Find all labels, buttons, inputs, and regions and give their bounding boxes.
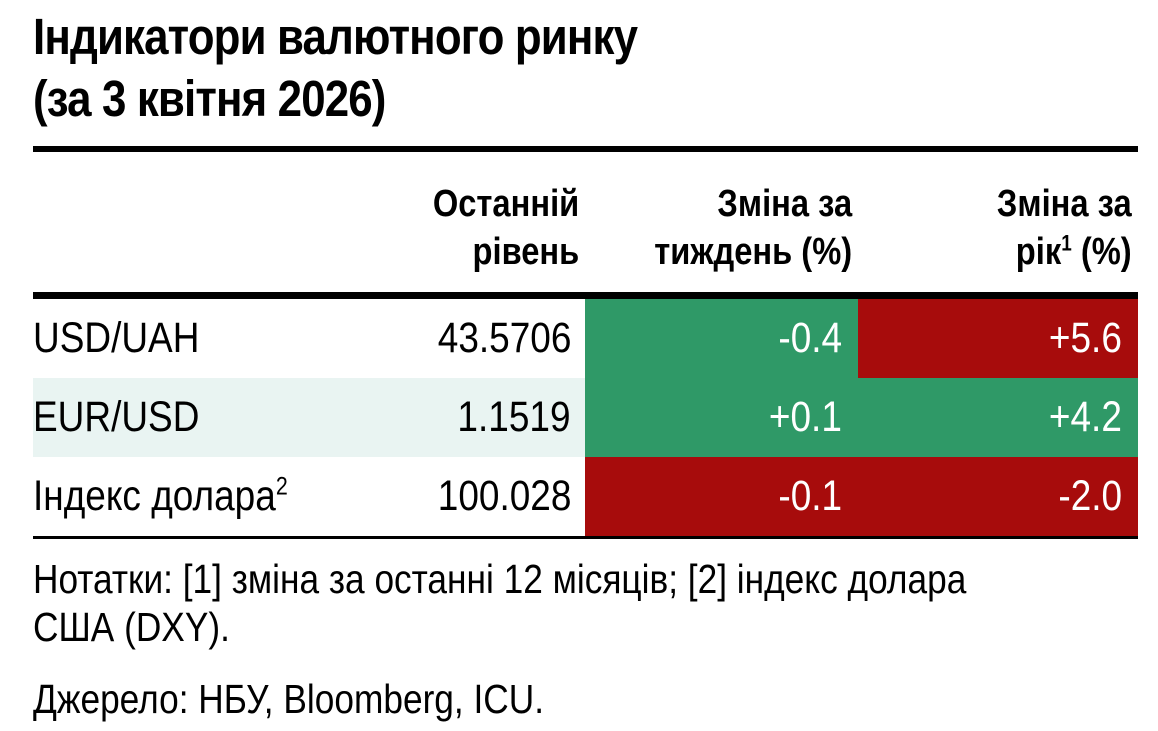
col-header-week-change-text: Зміна за тиждень (%) [654, 183, 852, 273]
week-change-cell: +0.1 [585, 378, 858, 457]
year-change-cell: -2.0 [858, 457, 1138, 536]
row-label: EUR/USD [33, 378, 310, 457]
title-divider [33, 146, 1138, 152]
latest-level-cell: 1.1519 [310, 378, 585, 457]
page-title-text-1: Індикатори валютного ринку [33, 8, 638, 65]
col-header-latest-level-text: Останній рівень [432, 183, 579, 273]
col-header-year-change: Зміна за рік1 (%) [858, 152, 1138, 292]
page-title-line-1: Індикатори валютного ринку [33, 6, 1138, 68]
year-change-cell: +4.2 [858, 378, 1138, 457]
table-row-dxy: Індекс долара2 100.028 -0.1 -2.0 [33, 457, 1138, 536]
label-footnote-ref: 2 [275, 472, 288, 501]
page-title-text-2: (за 3 квітня 2026) [33, 70, 386, 127]
row-label: USD/UAH [33, 314, 200, 362]
header-divider [33, 292, 1138, 299]
footnote-line-2: США (DXY). [33, 604, 230, 650]
page-title: Індикатори валютного ринку (за 3 квітня … [33, 6, 1138, 130]
source-line: Джерело: НБУ, Bloomberg, ICU. [33, 676, 545, 722]
header-footnote-ref: 1 [1061, 230, 1073, 256]
table-bottom-divider [33, 536, 1138, 539]
table-row-usduah: USD/UAH 43.5706 -0.4 +5.6 [33, 299, 1138, 378]
footnote-line-1: Нотатки: [1] зміна за останні 12 місяців… [33, 556, 967, 602]
footnotes: Нотатки: [1] зміна за останні 12 місяців… [33, 555, 1138, 651]
col-header-year-change-text: Зміна за рік1 (%) [997, 183, 1132, 273]
week-change-cell: -0.4 [585, 299, 858, 378]
latest-level-cell: 100.028 [437, 472, 571, 520]
week-change-cell: -0.1 [585, 457, 858, 536]
table-header-row: Останній рівень Зміна за тиждень (%) Зміна… [33, 152, 1138, 292]
col-header-week-change: Зміна за тиждень (%) [585, 152, 858, 292]
col-header-latest-level: Останній рівень [310, 152, 585, 292]
page-title-line-2: (за 3 квітня 2026) [33, 68, 1138, 130]
year-change-cell: +5.6 [858, 299, 1138, 378]
row-label: Індекс долара2 [33, 472, 288, 520]
latest-level-cell: 43.5706 [437, 314, 571, 362]
table-row-eurusd: EUR/USD 1.1519 +0.1 +4.2 [33, 378, 1138, 457]
col-header-empty [33, 152, 310, 292]
